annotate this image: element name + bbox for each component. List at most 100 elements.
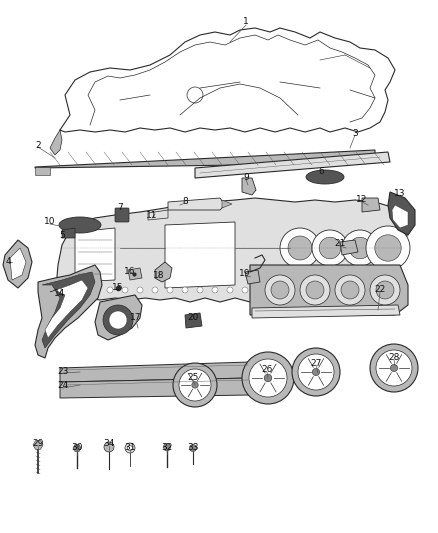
Circle shape [376,350,412,386]
Text: 11: 11 [146,212,158,221]
Text: 20: 20 [187,312,199,321]
Circle shape [127,446,133,450]
Polygon shape [60,378,255,398]
Polygon shape [185,313,202,328]
Circle shape [173,363,217,407]
Circle shape [280,228,320,268]
Circle shape [167,287,173,293]
Circle shape [392,287,398,293]
Ellipse shape [306,170,344,184]
Circle shape [302,287,308,293]
Text: 27: 27 [310,359,321,367]
Circle shape [300,275,330,305]
Circle shape [377,287,383,293]
Circle shape [317,287,323,293]
Polygon shape [73,445,81,451]
Circle shape [109,311,127,329]
FancyBboxPatch shape [115,208,129,222]
Polygon shape [55,198,408,302]
Circle shape [107,287,113,293]
Polygon shape [128,268,142,280]
Text: 13: 13 [394,189,406,198]
Polygon shape [35,265,102,358]
Circle shape [349,237,371,259]
Circle shape [257,287,263,293]
Circle shape [62,287,68,293]
Polygon shape [35,167,50,175]
Circle shape [366,226,410,270]
Circle shape [319,237,341,259]
Circle shape [306,281,324,299]
Circle shape [77,287,83,293]
Polygon shape [35,150,375,168]
Polygon shape [362,198,380,212]
Polygon shape [392,205,408,228]
Circle shape [347,287,353,293]
Circle shape [137,287,143,293]
Polygon shape [250,265,408,315]
Polygon shape [95,295,142,340]
Text: 32: 32 [161,442,173,451]
Circle shape [312,368,320,376]
Polygon shape [42,272,95,348]
Circle shape [287,287,293,293]
Text: 8: 8 [182,197,188,206]
Text: 2: 2 [35,141,41,149]
Polygon shape [163,443,171,450]
Polygon shape [60,362,255,382]
Circle shape [335,275,365,305]
Polygon shape [45,280,88,338]
Circle shape [342,230,378,266]
Circle shape [312,230,348,266]
Circle shape [272,287,278,293]
Polygon shape [165,222,235,288]
Circle shape [265,275,295,305]
Text: 21: 21 [334,239,346,248]
Circle shape [375,235,401,261]
Text: 12: 12 [356,196,367,205]
Polygon shape [75,228,115,282]
Text: 31: 31 [124,442,136,451]
Polygon shape [245,270,260,284]
Circle shape [292,348,340,396]
Circle shape [271,281,289,299]
Polygon shape [168,198,225,210]
Polygon shape [10,248,26,280]
Circle shape [341,281,359,299]
Text: 7: 7 [117,204,123,213]
Polygon shape [252,305,400,318]
Circle shape [242,352,294,404]
Circle shape [179,369,211,401]
Text: 19: 19 [239,270,251,279]
Circle shape [182,287,188,293]
Polygon shape [340,240,358,255]
Polygon shape [388,192,415,235]
Circle shape [264,374,272,382]
Circle shape [92,287,98,293]
Polygon shape [148,210,168,220]
Text: 30: 30 [71,442,83,451]
Text: 28: 28 [389,353,400,362]
Text: 6: 6 [318,166,324,175]
Text: 18: 18 [153,271,165,279]
Polygon shape [195,152,390,178]
Circle shape [122,287,128,293]
Circle shape [197,287,203,293]
Polygon shape [222,200,232,208]
Circle shape [125,443,135,453]
Circle shape [103,305,133,335]
Text: 5: 5 [59,231,65,240]
Polygon shape [50,130,62,155]
Circle shape [152,287,158,293]
Text: 15: 15 [112,282,124,292]
Circle shape [190,445,197,451]
Polygon shape [3,240,32,288]
Polygon shape [242,178,256,195]
Circle shape [227,287,233,293]
Circle shape [390,365,398,372]
Polygon shape [62,228,75,238]
Circle shape [212,287,218,293]
Circle shape [242,287,248,293]
Circle shape [298,354,334,390]
Circle shape [376,281,394,299]
